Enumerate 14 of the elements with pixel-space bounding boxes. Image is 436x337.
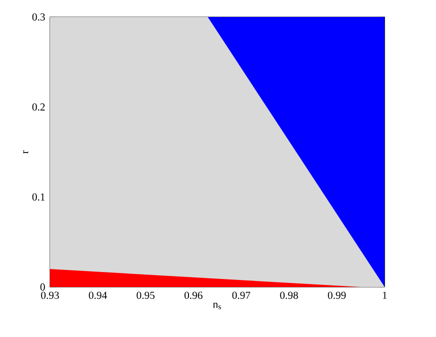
y-tick-label: 0.3 bbox=[32, 13, 45, 21]
x-tick-label: 0.99 bbox=[328, 292, 346, 299]
x-tick-label: 0.97 bbox=[232, 292, 250, 299]
x-axis-title: n$_{s}$ bbox=[213, 302, 221, 310]
x-tick-label: 0.93 bbox=[41, 292, 59, 299]
y-tick-label: 0.1 bbox=[32, 193, 45, 201]
x-tick-label: 0.95 bbox=[136, 292, 155, 299]
x-tick-label: 0.96 bbox=[184, 292, 202, 299]
x-tick-label: 0.94 bbox=[88, 292, 107, 299]
x-tick-label: 0.98 bbox=[280, 292, 298, 299]
y-axis-title: r bbox=[23, 150, 28, 154]
y-tick-label: 0 bbox=[40, 283, 45, 291]
y-tick-label: 0.2 bbox=[32, 103, 45, 111]
x-tick-label: 1 bbox=[382, 292, 387, 299]
